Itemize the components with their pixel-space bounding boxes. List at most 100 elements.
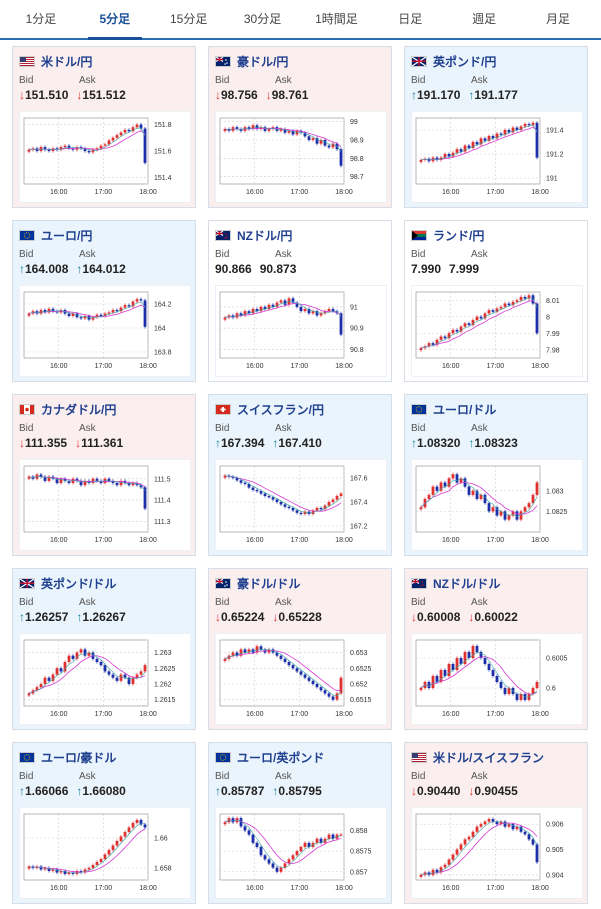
currency-pair-name[interactable]: ユーロ/英ポンド bbox=[237, 750, 325, 765]
candle bbox=[435, 676, 439, 682]
price-chart[interactable]: 16:00 17:00 18:00 91 90.9 90.8 bbox=[215, 285, 387, 377]
price-chart[interactable]: 16:00 17:00 18:00 0.906 0.905 0.904 bbox=[411, 807, 583, 899]
y-tick-label: 191 bbox=[546, 176, 558, 183]
price-chart[interactable]: 16:00 17:00 18:00 111.5 111.4 111.3 bbox=[19, 459, 191, 551]
candle bbox=[115, 483, 119, 486]
tab-timeframe[interactable]: 日足 bbox=[398, 12, 423, 26]
currency-pair-card[interactable]: 豪ドル/円 Bid Ask ↓98.756 ↓98.761 16:00 17:00 18:00… bbox=[208, 46, 392, 208]
tab-timeframe[interactable]: 月足 bbox=[546, 12, 571, 26]
price-chart[interactable]: 16:00 17:00 18:00 151.8 151.6 151.4 bbox=[19, 111, 191, 203]
tab-timeframe[interactable]: 30分足 bbox=[243, 12, 282, 26]
candle bbox=[531, 839, 535, 845]
currency-pair-card[interactable]: 豪ドル/ドル Bid Ask ↓0.65224 ↓0.65228 16:00 17:00 18… bbox=[208, 568, 392, 730]
tab-timeframe[interactable]: 週足 bbox=[472, 12, 497, 26]
price-chart[interactable]: 16:00 17:00 18:00 0.653 0.6525 0.652 0.6515 bbox=[215, 633, 387, 725]
ask-label: Ask bbox=[471, 423, 488, 434]
currency-pair-card[interactable]: ランド/円 Bid Ask 7.990 7.999 16:00 17:00 18:00 8.01… bbox=[404, 220, 588, 382]
candle bbox=[235, 127, 239, 129]
currency-pair-name[interactable]: ユーロ/ドル bbox=[433, 402, 497, 417]
arrow-down-icon: ↓ bbox=[215, 610, 221, 624]
price-chart[interactable]: 16:00 17:00 18:00 167.6 167.4 167.2 bbox=[215, 459, 387, 551]
currency-pair-name[interactable]: 米ドル/円 bbox=[41, 54, 93, 69]
price-chart[interactable]: 16:00 17:00 18:00 164.2 164 163.8 bbox=[19, 285, 191, 377]
tab-timeframe[interactable]: 5分足 bbox=[84, 0, 146, 40]
currency-pair-name[interactable]: 米ドル/スイスフラン bbox=[433, 750, 544, 765]
currency-pair-card[interactable]: 米ドル/円 Bid Ask ↓151.510 ↓151.512 16:00 17:00 18:… bbox=[12, 46, 196, 208]
gb-flag-icon bbox=[19, 577, 35, 589]
candle bbox=[307, 309, 311, 314]
candle bbox=[295, 130, 299, 135]
candle bbox=[495, 133, 499, 139]
price-values: ↓0.65224 ↓0.65228 bbox=[215, 610, 385, 624]
currency-pair-card[interactable]: ユーロ/ドル Bid Ask ↑1.08320 ↑1.08323 16:00 17:00 18… bbox=[404, 394, 588, 556]
candle bbox=[239, 649, 243, 656]
card-header: 英ポンド/円 bbox=[411, 53, 581, 69]
currency-pair-name[interactable]: 英ポンド/円 bbox=[433, 54, 497, 69]
price-chart[interactable]: 16:00 17:00 18:00 1.083 1.0825 bbox=[411, 459, 583, 551]
currency-pair-name[interactable]: NZドル/円 bbox=[237, 228, 293, 243]
tab-timeframe[interactable]: 1時間足 bbox=[315, 12, 358, 26]
currency-pair-card[interactable]: スイスフラン/円 Bid Ask ↑167.394 ↑167.410 16:00 17:00… bbox=[208, 394, 392, 556]
candle bbox=[303, 309, 307, 312]
currency-pair-name[interactable]: ユーロ/豪ドル bbox=[41, 750, 117, 765]
price-chart[interactable]: 16:00 17:00 18:00 0.858 0.8575 0.857 bbox=[215, 807, 387, 899]
bid-label: Bid bbox=[19, 75, 34, 86]
price-values: ↓98.756 ↓98.761 bbox=[215, 88, 385, 102]
candle bbox=[519, 694, 523, 700]
currency-pair-name[interactable]: 英ポンド/ドル bbox=[41, 576, 117, 591]
candle bbox=[275, 652, 279, 656]
candle bbox=[303, 674, 307, 678]
candle bbox=[295, 302, 299, 307]
candle bbox=[87, 151, 91, 153]
candle bbox=[419, 688, 423, 690]
currency-pair-name[interactable]: NZドル/ドル bbox=[433, 576, 501, 591]
tab-timeframe[interactable]: 15分足 bbox=[170, 12, 208, 26]
currency-pair-card[interactable]: NZドル/円 Bid Ask 90.866 90.873 16:00 17:00 18:00 9… bbox=[208, 220, 392, 382]
currency-pair-card[interactable]: ユーロ/豪ドル Bid Ask ↑1.66066 ↑1.66080 16:00 17:00 1… bbox=[12, 742, 196, 904]
price-chart[interactable]: 16:00 17:00 18:00 1.263 1.2625 1.262 1.2615 bbox=[19, 633, 191, 725]
currency-pair-card[interactable]: カナダドル/円 Bid Ask ↓111.355 ↓111.361 16:00 17:00 1… bbox=[12, 394, 196, 556]
x-tick-label: 17:00 bbox=[291, 711, 309, 718]
currency-pair-card[interactable]: ユーロ/円 Bid Ask ↑164.008 ↑164.012 16:00 17:00 18:… bbox=[12, 220, 196, 382]
candle bbox=[455, 658, 459, 670]
currency-pair-card[interactable]: ユーロ/英ポンド Bid Ask ↑0.85787 ↑0.85795 16:00 17:00… bbox=[208, 742, 392, 904]
currency-pair-card[interactable]: 米ドル/スイスフラン Bid Ask ↓0.90440 ↓0.90455 16:00 17:… bbox=[404, 742, 588, 904]
candle bbox=[435, 157, 439, 160]
moving-average-line bbox=[420, 297, 538, 349]
currency-pair-name[interactable]: ランド/円 bbox=[433, 228, 485, 243]
price-chart[interactable]: 16:00 17:00 18:00 191.4 191.2 191 bbox=[411, 111, 583, 203]
candle bbox=[99, 859, 103, 862]
currency-pair-name[interactable]: カナダドル/円 bbox=[41, 402, 117, 417]
y-tick-label: 0.858 bbox=[350, 828, 368, 835]
candle bbox=[135, 124, 139, 128]
currency-pair-card[interactable]: 英ポンド/ドル Bid Ask ↑1.26257 ↑1.26267 16:00 17:00 1… bbox=[12, 568, 196, 730]
candle bbox=[483, 313, 487, 319]
currency-pair-name[interactable]: ユーロ/円 bbox=[41, 228, 93, 243]
y-tick-label: 90.8 bbox=[350, 347, 364, 354]
price-chart[interactable]: 16:00 17:00 18:00 1.66 1.658 bbox=[19, 807, 191, 899]
moving-average-line bbox=[224, 127, 342, 147]
arrow-up-icon: ↑ bbox=[411, 88, 417, 102]
currency-pair-name[interactable]: 豪ドル/ドル bbox=[237, 576, 301, 591]
tab-timeframe[interactable]: 1分足 bbox=[25, 12, 57, 26]
price-chart[interactable]: 16:00 17:00 18:00 8.01 8 7.99 7.98 bbox=[411, 285, 583, 377]
candle bbox=[315, 138, 319, 144]
bid-price: ↓98.756 bbox=[215, 88, 258, 102]
y-tick-label: 1.66 bbox=[154, 836, 168, 843]
currency-pair-card[interactable]: NZドル/ドル Bid Ask ↓0.60008 ↓0.60022 16:00 17:00 1… bbox=[404, 568, 588, 730]
candle bbox=[479, 824, 483, 827]
price-chart[interactable]: 16:00 17:00 18:00 99 98.9 98.8 98.7 bbox=[215, 111, 387, 203]
moving-average-line bbox=[420, 656, 538, 695]
candle bbox=[47, 677, 51, 681]
currency-pair-name[interactable]: 豪ドル/円 bbox=[237, 54, 289, 69]
candle bbox=[139, 820, 143, 825]
candle bbox=[275, 127, 279, 131]
x-tick-label: 17:00 bbox=[487, 885, 505, 892]
price-chart[interactable]: 16:00 17:00 18:00 0.6005 0.6 bbox=[411, 633, 583, 725]
candle bbox=[111, 137, 115, 141]
us-flag-icon bbox=[411, 751, 427, 763]
currency-pair-name[interactable]: スイスフラン/円 bbox=[237, 402, 324, 417]
card-header: 豪ドル/円 bbox=[215, 53, 385, 69]
candle bbox=[331, 143, 335, 148]
currency-pair-card[interactable]: 英ポンド/円 Bid Ask ↑191.170 ↑191.177 16:00 17:00 18… bbox=[404, 46, 588, 208]
